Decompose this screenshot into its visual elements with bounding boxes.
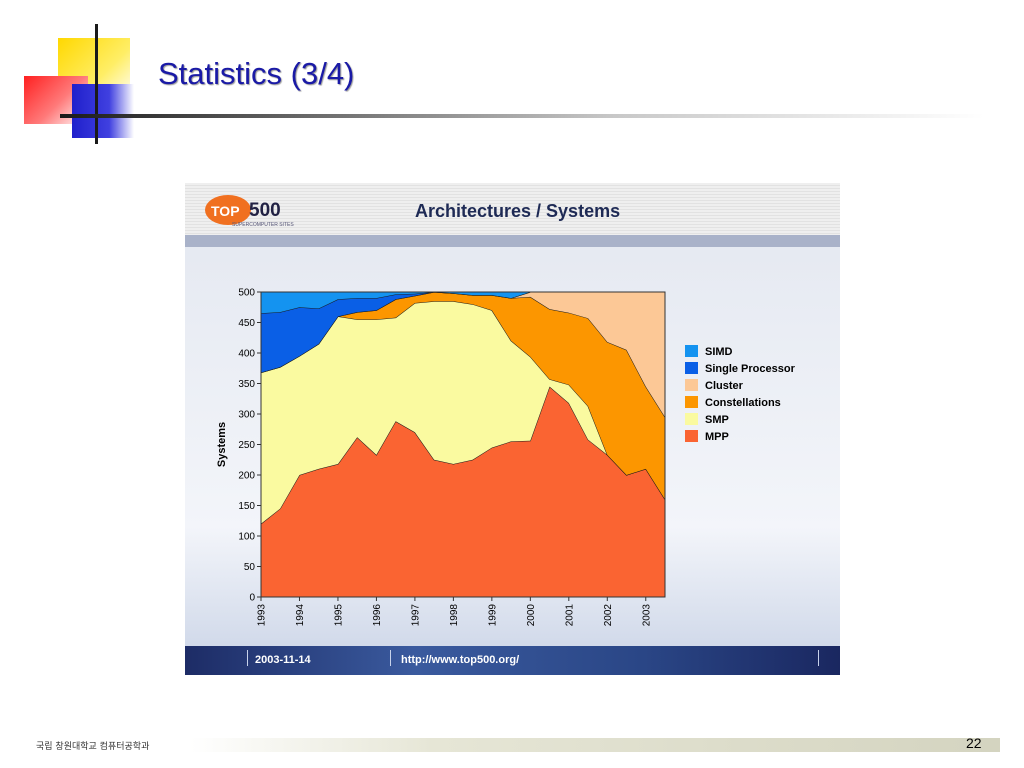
x-tick-label: 2000 — [526, 604, 537, 627]
legend-swatch-cluster — [685, 379, 698, 391]
area-simd — [261, 292, 665, 314]
footer-separator — [390, 650, 391, 666]
y-tick-label: 300 — [238, 410, 255, 421]
logo-sub-text: SUPERCOMPUTER SITES — [232, 222, 294, 228]
legend-label-cluster: Cluster — [705, 380, 744, 392]
legend-label-simd: SIMD — [705, 346, 733, 358]
footer-text: 국립 창원대학교 컴퓨터공학과 — [36, 742, 150, 752]
x-tick-label: 1997 — [410, 604, 421, 627]
legend-swatch-constellations — [685, 396, 698, 408]
y-tick-label: 100 — [238, 532, 255, 543]
legend-swatch-mpp — [685, 430, 698, 442]
x-tick-label: 1993 — [257, 604, 268, 627]
logo-500-text: 500 — [249, 200, 281, 221]
footer-date: 2003-11-14 — [255, 654, 311, 666]
x-tick-label: 2003 — [641, 604, 652, 627]
y-tick-label: 200 — [238, 471, 255, 482]
slide-title: Statistics (3/4) — [158, 56, 355, 91]
y-tick-label: 0 — [249, 593, 255, 604]
panel-header-band — [185, 235, 840, 247]
y-tick-label: 450 — [238, 318, 255, 329]
title-rule — [60, 114, 984, 118]
x-tick-label: 1998 — [449, 604, 460, 627]
legend-label-smp: SMP — [705, 414, 729, 426]
y-tick-label: 250 — [238, 440, 255, 451]
panel-footer: 2003-11-14 http://www.top500.org/ — [185, 646, 840, 675]
top500-logo: TOP 500 SUPERCOMPUTER SITES — [205, 195, 294, 228]
deco-vertical-line — [95, 24, 98, 144]
x-tick-label: 1994 — [295, 604, 306, 627]
y-tick-label: 150 — [238, 501, 255, 512]
deco-blue-square — [72, 84, 134, 138]
x-tick-label: 1999 — [487, 604, 498, 627]
panel-header — [185, 183, 840, 235]
legend-swatch-simd — [685, 345, 698, 357]
y-tick-label: 350 — [238, 379, 255, 390]
legend-label-single-processor: Single Processor — [705, 363, 796, 375]
x-tick-label: 1996 — [372, 604, 383, 627]
footer-separator — [818, 650, 819, 666]
y-axis-label: Systems — [216, 422, 228, 467]
logo-top-text: TOP — [211, 203, 240, 219]
legend-label-constellations: Constellations — [705, 397, 781, 409]
footer-separator — [247, 650, 248, 666]
chart-svg: 0 50 100 150 200 250 300 350 400 450 500 1993 1994 19… — [216, 288, 796, 627]
footer-url: http://www.top500.org/ — [401, 654, 520, 666]
area-cluster — [261, 292, 665, 418]
y-tick-label: 50 — [244, 562, 256, 573]
x-tick-label: 2002 — [603, 604, 614, 627]
area-mpp — [261, 386, 665, 597]
area-smp — [261, 301, 665, 524]
chart-heading: Architectures / Systems — [415, 201, 621, 221]
chart-panel: TOP 500 SUPERCOMPUTER SITES Architecture… — [185, 183, 840, 675]
legend-swatch-single-processor — [685, 362, 698, 374]
x-tick-label: 2001 — [564, 604, 575, 627]
page-number: 22 — [966, 735, 982, 751]
legend-label-mpp: MPP — [705, 431, 729, 443]
area-constellations — [261, 292, 665, 500]
y-tick-label: 400 — [238, 349, 255, 360]
x-tick-label: 1995 — [334, 604, 345, 627]
footer-bar — [190, 738, 1000, 752]
legend-swatch-smp — [685, 413, 698, 425]
y-tick-label: 500 — [238, 288, 255, 299]
